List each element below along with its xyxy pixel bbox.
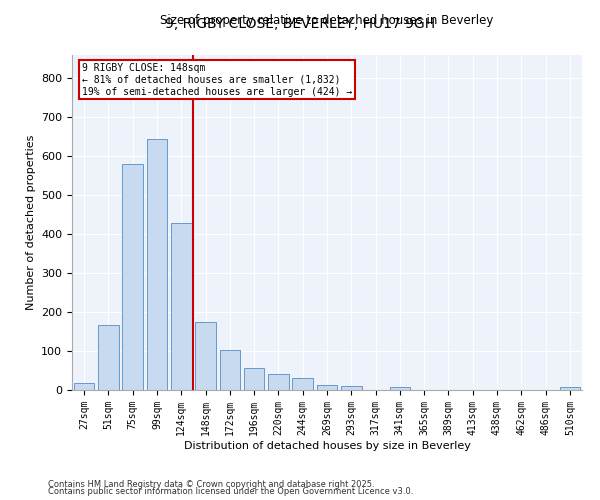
Bar <box>244 368 265 390</box>
Bar <box>195 322 216 390</box>
Bar <box>317 386 337 390</box>
Y-axis label: Number of detached properties: Number of detached properties <box>26 135 35 310</box>
Bar <box>268 374 289 390</box>
Bar <box>98 324 119 390</box>
Bar <box>389 387 410 390</box>
Text: Contains HM Land Registry data © Crown copyright and database right 2025.: Contains HM Land Registry data © Crown c… <box>48 480 374 489</box>
Bar <box>560 388 580 390</box>
Text: 9, RIGBY CLOSE, BEVERLEY, HU17 9GH: 9, RIGBY CLOSE, BEVERLEY, HU17 9GH <box>165 18 435 32</box>
Bar <box>292 378 313 390</box>
X-axis label: Distribution of detached houses by size in Beverley: Distribution of detached houses by size … <box>184 440 470 450</box>
Bar <box>74 384 94 390</box>
Bar <box>171 222 191 390</box>
Text: Contains public sector information licensed under the Open Government Licence v3: Contains public sector information licen… <box>48 487 413 496</box>
Bar <box>122 164 143 390</box>
Title: Size of property relative to detached houses in Beverley: Size of property relative to detached ho… <box>160 14 494 28</box>
Bar <box>341 386 362 390</box>
Bar <box>220 350 240 390</box>
Text: 9 RIGBY CLOSE: 148sqm
← 81% of detached houses are smaller (1,832)
19% of semi-d: 9 RIGBY CLOSE: 148sqm ← 81% of detached … <box>82 64 352 96</box>
Bar <box>146 139 167 390</box>
